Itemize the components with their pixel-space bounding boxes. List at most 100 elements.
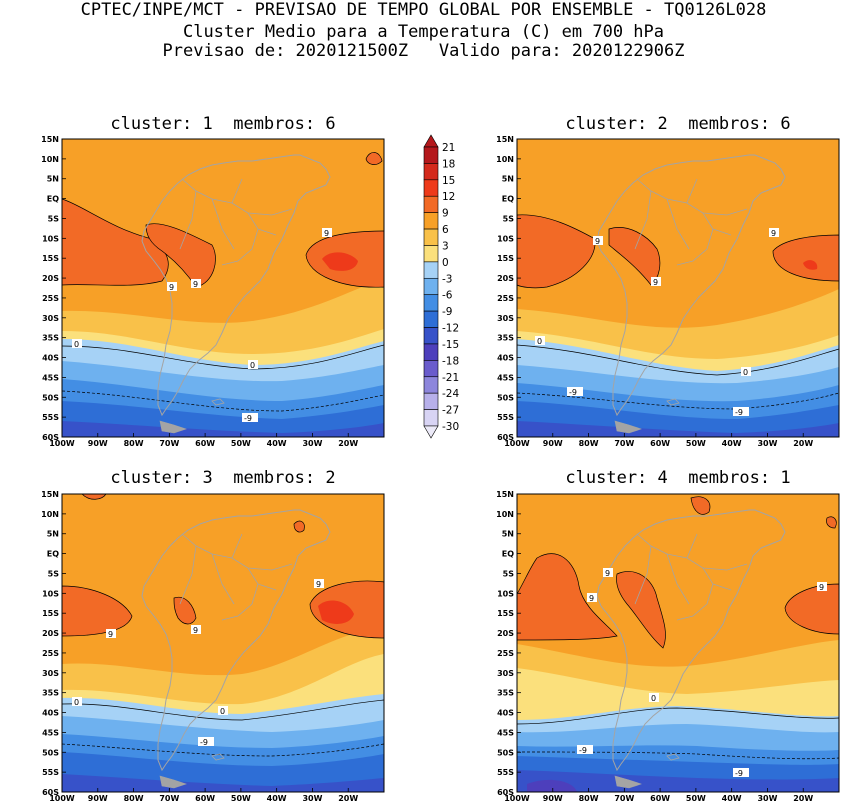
panel-3-map: 9 9 9 0 0 -9 xyxy=(61,493,385,793)
contour-label: -9 xyxy=(200,738,208,747)
lon-tick-label: 50W xyxy=(686,794,706,803)
lon-tick-label: 20W xyxy=(793,794,813,803)
colorbar-swatch xyxy=(423,343,439,361)
colorbar: 21 18 15 12 9 6 3 0 -3 -6 -9 -12 -15 -18 -21 -24 -27 -30 xyxy=(423,134,459,439)
lat-tick-label: 35S xyxy=(42,334,59,343)
lon-tick-label: 100W xyxy=(49,794,75,803)
lon-tick-label: 60W xyxy=(195,439,215,448)
lat-tick-label: EQ xyxy=(502,195,514,204)
lat-tick-label: 10N xyxy=(41,155,59,164)
lat-tick-label: 15S xyxy=(42,609,59,618)
contour-label: 0 xyxy=(537,337,542,346)
lon-tick-label: 100W xyxy=(504,439,530,448)
colorbar-label: -9 xyxy=(442,306,452,318)
lat-tick-label: 5S xyxy=(48,214,60,223)
colorbar-swatch xyxy=(423,261,439,279)
contour-label: 0 xyxy=(651,694,656,703)
colorbar-label: 12 xyxy=(442,191,455,203)
lat-tick-label: 15S xyxy=(497,609,514,618)
panel-1-title: cluster: 1 membros: 6 xyxy=(110,114,336,134)
lat-tick-label: 15N xyxy=(496,135,514,144)
lon-tick-label: 60W xyxy=(650,439,670,448)
lat-tick-label: EQ xyxy=(47,195,59,204)
lat-tick-label: 30S xyxy=(42,314,59,323)
lon-tick-label: 100W xyxy=(504,794,530,803)
colorbar-swatch xyxy=(423,245,439,263)
lat-tick-label: 10S xyxy=(42,234,59,243)
lat-tick-label: 5N xyxy=(47,175,59,184)
lon-tick-label: 90W xyxy=(88,794,108,803)
colorbar-label: -30 xyxy=(442,421,459,433)
lon-tick-label: 80W xyxy=(124,439,144,448)
lon-tick-label: 60W xyxy=(650,794,670,803)
lat-tick-label: 25S xyxy=(497,649,514,658)
colorbar-label: -18 xyxy=(442,355,459,367)
lat-tick-label: 20S xyxy=(497,274,514,283)
lon-tick-label: 40W xyxy=(267,794,287,803)
lon-tick-label: 90W xyxy=(88,439,108,448)
lat-tick-label: 35S xyxy=(42,689,59,698)
colorbar-label: 21 xyxy=(442,142,455,154)
contour-label: 9 xyxy=(193,626,198,635)
lat-tick-label: 5S xyxy=(48,569,60,578)
contour-label: 0 xyxy=(74,340,79,349)
panel-2-title: cluster: 2 membros: 6 xyxy=(565,114,791,134)
lon-tick-label: 90W xyxy=(543,439,563,448)
lat-tick-label: 20S xyxy=(42,274,59,283)
lat-tick-label: 25S xyxy=(42,649,59,658)
lat-tick-label: 40S xyxy=(497,354,514,363)
lat-tick-label: EQ xyxy=(502,550,514,559)
lon-tick-label: 30W xyxy=(757,439,777,448)
contour-label: -9 xyxy=(579,746,587,755)
main-title-line-2: Cluster Medio para a Temperatura (C) em … xyxy=(182,22,665,42)
contour-label: -9 xyxy=(735,769,743,778)
lat-tick-label: 15N xyxy=(41,135,59,144)
lon-tick-label: 70W xyxy=(159,794,179,803)
colorbar-label: -21 xyxy=(442,372,459,384)
colorbar-swatch xyxy=(423,409,439,427)
lat-tick-label: 10S xyxy=(497,589,514,598)
lat-tick-label: EQ xyxy=(47,550,59,559)
lat-tick-label: 20S xyxy=(497,629,514,638)
colorbar-swatch xyxy=(423,294,439,312)
lat-tick-label: 15N xyxy=(496,490,514,499)
lon-tick-label: 80W xyxy=(579,439,599,448)
lat-tick-label: 15N xyxy=(41,490,59,499)
lon-tick-label: 30W xyxy=(757,794,777,803)
lat-tick-label: 5N xyxy=(47,530,59,539)
lat-tick-label: 45S xyxy=(497,373,514,382)
lat-tick-label: 15S xyxy=(497,254,514,263)
panel-4-map: 9 9 9 0 -9 -9 xyxy=(516,493,840,793)
colorbar-label: 6 xyxy=(442,224,449,236)
panel-2-map: 9 9 9 0 0 -9 -9 xyxy=(516,138,840,438)
lat-tick-label: 40S xyxy=(497,709,514,718)
lon-tick-label: 40W xyxy=(267,439,287,448)
lat-tick-label: 10N xyxy=(496,510,514,519)
colorbar-swatch xyxy=(423,327,439,345)
lat-tick-label: 55S xyxy=(42,768,59,777)
colorbar-swatch xyxy=(423,392,439,410)
colorbar-swatch xyxy=(423,195,439,213)
colorbar-label: -15 xyxy=(442,339,459,351)
lat-tick-label: 50S xyxy=(497,748,514,757)
lat-tick-label: 50S xyxy=(497,393,514,402)
lat-tick-label: 25S xyxy=(497,294,514,303)
lat-tick-label: 30S xyxy=(497,314,514,323)
panel-4-title: cluster: 4 membros: 1 xyxy=(565,468,791,488)
lat-tick-label: 30S xyxy=(497,669,514,678)
contour-label: 9 xyxy=(771,229,776,238)
lat-tick-label: 5S xyxy=(503,569,515,578)
lat-tick-label: 5S xyxy=(503,214,515,223)
colorbar-bottom-arrow xyxy=(423,425,439,439)
colorbar-swatch xyxy=(423,179,439,197)
contour-label: -9 xyxy=(244,414,252,423)
colorbar-swatch xyxy=(423,146,439,164)
lon-tick-label: 80W xyxy=(124,794,144,803)
colorbar-label: -3 xyxy=(442,273,452,285)
panel-3-title: cluster: 3 membros: 2 xyxy=(110,468,336,488)
lon-tick-label: 50W xyxy=(686,439,706,448)
colorbar-label: 9 xyxy=(442,208,449,220)
lat-tick-label: 10N xyxy=(496,155,514,164)
colorbar-label: -24 xyxy=(442,388,459,400)
contour-label: 9 xyxy=(108,630,113,639)
